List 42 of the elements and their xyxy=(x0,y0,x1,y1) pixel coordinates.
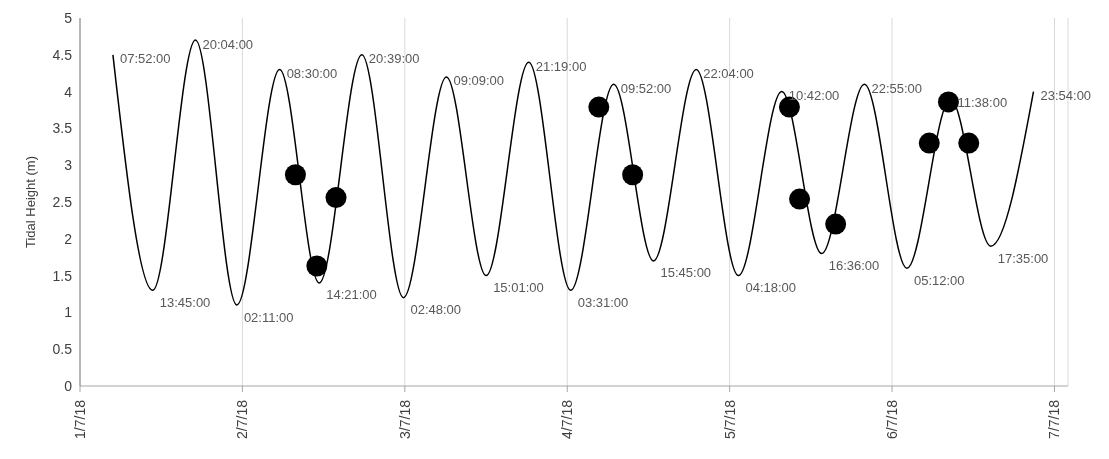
annotation: 03:31:00 xyxy=(577,294,629,310)
annotation: 02:11:00 xyxy=(243,309,294,325)
y-tick-label: 3.5 xyxy=(52,120,73,137)
annotation: 05:12:00 xyxy=(913,272,965,288)
annotation: 02:48:00 xyxy=(410,302,462,318)
x-tick-label: 2/7/18 xyxy=(234,399,251,439)
x-tick-label: 7/7/18 xyxy=(1046,399,1063,439)
y-tick-label: 2.5 xyxy=(52,193,73,210)
annotation: 23:54:00 xyxy=(1040,88,1092,104)
y-tick-label: 2 xyxy=(64,230,73,247)
annotation: 15:01:00 xyxy=(493,280,544,296)
annotation: 09:52:00 xyxy=(620,80,672,96)
x-tick-label: 4/7/18 xyxy=(559,399,576,439)
x-tick-label: 1/7/18 xyxy=(72,399,88,439)
x-tick-label: 3/7/18 xyxy=(396,399,413,439)
y-tick-label: 4 xyxy=(64,83,73,100)
y-tick-label: 3 xyxy=(64,157,73,174)
annotation: 21:19:00 xyxy=(535,58,587,74)
annotation: 22:04:00 xyxy=(703,66,754,82)
y-axis-title: Tidal Height (m) xyxy=(22,156,38,248)
annotation: 07:52:00 xyxy=(119,51,171,67)
y-tick-label: 1.5 xyxy=(52,267,73,284)
annotation: 15:45:00 xyxy=(660,265,712,281)
annotation: 14:21:00 xyxy=(326,287,377,303)
annotation: 10:42:00 xyxy=(788,88,840,104)
y-tick-label: 4.5 xyxy=(52,46,73,63)
annotation: 20:39:00 xyxy=(368,51,420,67)
y-tick-label: 1 xyxy=(64,304,73,321)
annotation: 22:55:00 xyxy=(871,80,923,96)
y-tick-label: 5 xyxy=(64,9,73,26)
annotation: 16:36:00 xyxy=(828,258,880,274)
annotation: 08:30:00 xyxy=(286,66,338,82)
annotation: 11:38:00 xyxy=(957,95,1008,111)
annotation: 04:18:00 xyxy=(745,280,797,296)
annotation: 20:04:00 xyxy=(202,36,254,52)
annotation: 17:35:00 xyxy=(997,250,1049,266)
x-tick-label: 6/7/18 xyxy=(884,399,901,439)
y-tick-label: 0.5 xyxy=(52,341,73,358)
y-tick-label: 0 xyxy=(64,377,73,394)
x-tick-label: 5/7/18 xyxy=(721,399,738,439)
annotation: 13:45:00 xyxy=(159,294,211,310)
annotation: 09:09:00 xyxy=(453,73,505,89)
